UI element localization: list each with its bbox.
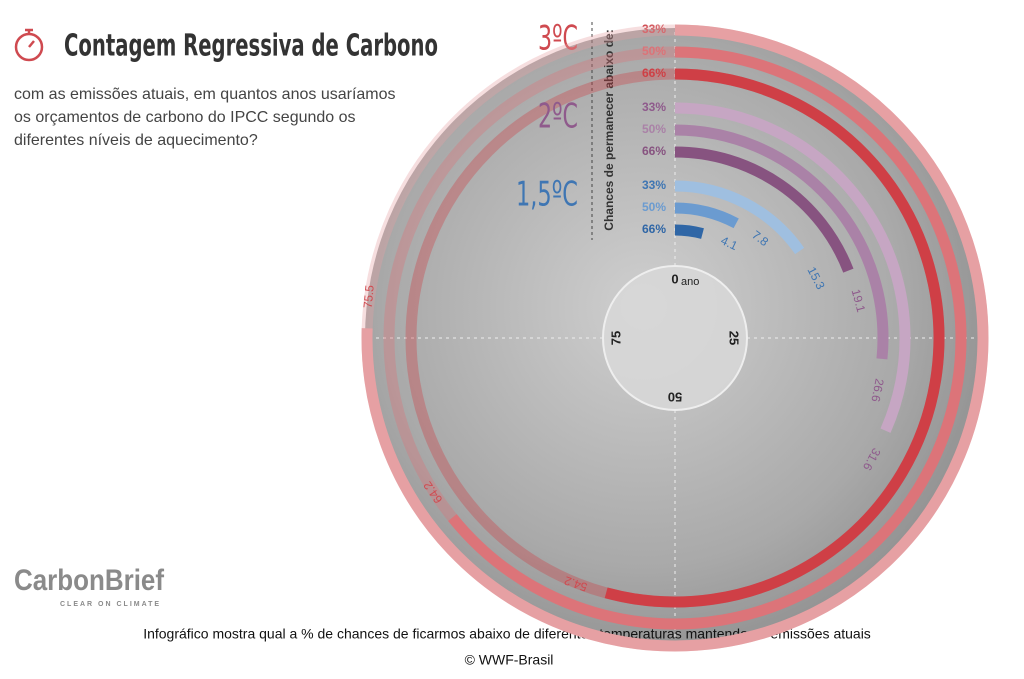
subtitle-line: os orçamentos de carbono do IPCC segundo… [14,109,356,126]
subtitle-line: com as emissões atuais, em quantos anos … [14,86,396,103]
series-label: 50% [642,122,666,136]
brand-name: CarbonBrief [14,564,165,597]
legend-label: Chances de permanecer abaixo de: [602,29,616,230]
series-label: 50% [642,44,666,58]
value-label: 75.5 [361,284,377,309]
arc-bar [674,124,889,360]
value-label: 19.1 [849,288,869,315]
series-label: 66% [642,66,666,80]
tick-label: 0 [671,271,678,286]
group-label: 2ºC [538,97,578,137]
group-label: 1,5ºC [516,175,578,215]
arc-bar [674,180,805,255]
caption: Infográfico mostra qual a % de chances d… [143,626,871,642]
credit: © WWF-Brasil [465,652,554,668]
brand-tagline: CLEAR ON CLIMATE [60,601,161,608]
series-label: 33% [642,100,666,114]
arc-bar [361,24,989,652]
subtitle-line: diferentes níveis de aquecimento? [14,132,258,149]
arc-bar [448,46,967,630]
group-label: 3ºC [538,19,578,59]
arc-bar [674,146,854,273]
value-label: 4.1 [719,233,740,253]
arc-bar [674,102,911,433]
stopwatch-icon [14,28,44,62]
series-label: 50% [642,200,666,214]
arc-bar [674,224,704,239]
arc-bar [604,68,945,608]
tick-label: 25 [727,331,742,345]
center-circle [602,265,748,411]
series-label: 33% [642,178,666,192]
tick-label: 75 [608,331,623,345]
arc-bar [674,202,739,229]
value-label: 26.6 [868,377,886,403]
series-label: 33% [642,22,666,36]
tick-label: 50 [668,390,682,405]
axis-unit: ano [681,276,699,288]
series-label: 66% [642,222,666,236]
series-label: 66% [642,144,666,158]
chart-title: Contagem Regressiva de Carbono [64,29,438,64]
